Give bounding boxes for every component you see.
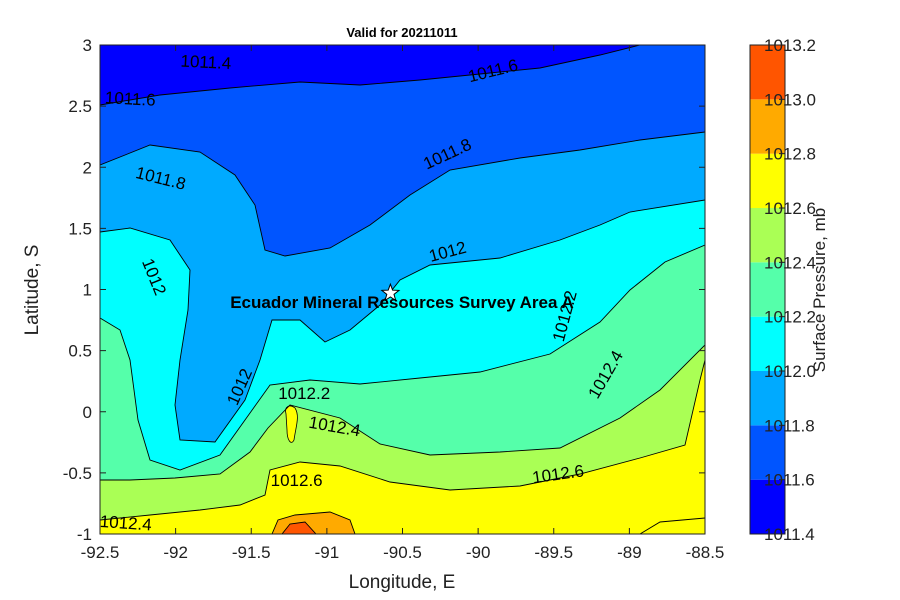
- y-tick-label: 1.5: [68, 219, 92, 238]
- colorbar-segment: [750, 425, 785, 480]
- colorbar-segment: [750, 316, 785, 371]
- colorbar-tick-label: 1012.0: [764, 362, 816, 381]
- colorbar-tick-label: 1012.2: [764, 308, 816, 327]
- colorbar-tick-label: 1011.6: [764, 471, 815, 490]
- y-tick-label: 0.5: [68, 342, 92, 361]
- x-tick-label: -90.5: [383, 543, 422, 562]
- colorbar-segment: [750, 208, 785, 263]
- x-tick-label: -89.5: [534, 543, 573, 562]
- y-tick-label: -1: [77, 525, 92, 544]
- y-tick-label: 0: [83, 403, 92, 422]
- x-axis: -92.5 -92 -91.5 -91 -90.5 -90 -89.5 -89 -88.5: [81, 45, 725, 562]
- x-tick-label: -91.5: [232, 543, 271, 562]
- colorbar-segment: [750, 45, 785, 100]
- contour-label: 1011.4: [180, 52, 232, 74]
- contour-label: 1012.2: [278, 384, 330, 403]
- colorbar-segment: [750, 479, 785, 534]
- x-tick-label: -92.5: [81, 543, 120, 562]
- contour-label: 1011.6: [104, 88, 156, 110]
- y-axis-label: Latitude, S: [22, 245, 43, 336]
- contour-label: 1012.6: [271, 471, 323, 490]
- contour-lines: [100, 45, 705, 534]
- colorbar-label: Surface Pressure, mb: [810, 208, 829, 372]
- colorbar-tick-label: 1013.2: [764, 36, 816, 55]
- colorbar-tick-label: 1012.6: [764, 199, 816, 218]
- x-tick-label: -90: [466, 543, 491, 562]
- y-tick-label: 2: [83, 158, 92, 177]
- colorbar-segment: [750, 99, 785, 154]
- x-axis-label: Longitude, E: [349, 572, 456, 593]
- contour-label: 1012.4: [99, 512, 152, 535]
- colorbar-segment: [750, 371, 785, 426]
- contour-band-1011.6: [100, 45, 705, 256]
- y-tick-label: 3: [83, 36, 92, 55]
- contour-band-1011.4: [100, 45, 640, 105]
- colorbar-segment: [750, 262, 785, 317]
- colorbar-segment: [750, 153, 785, 208]
- y-tick-label: 2.5: [68, 97, 92, 116]
- annotation: Ecuador Mineral Resources Survey Area A: [230, 282, 574, 312]
- annotation-text: Ecuador Mineral Resources Survey Area A: [230, 293, 574, 312]
- x-tick-label: -91: [315, 543, 340, 562]
- contour-fill: 1011.4 1011.61011.61011.81011.81012101210…: [44, 45, 705, 535]
- chart-title: Valid for 20211011: [346, 25, 457, 40]
- colorbar-tick-label: 1011.4: [764, 525, 815, 544]
- colorbar-tick-label: 1013.0: [764, 90, 816, 109]
- x-tick-label: -89: [617, 543, 642, 562]
- colorbar-tick-label: 1012.4: [764, 253, 816, 272]
- y-axis: 3 2.5 2 1.5 1 0.5 0 -0.5 -1: [63, 36, 705, 544]
- colorbar-tick-label: 1012.8: [764, 145, 816, 164]
- contour-label: 1012.2: [44, 386, 63, 438]
- colorbar-frame: [749, 44, 786, 535]
- colorbar: 1013.2 1013.0 1012.8 1012.6 1012.4 1012.2 1012…: [749, 36, 816, 544]
- star-icon: [380, 282, 401, 302]
- y-tick-label: 1: [83, 281, 92, 300]
- colorbar-tick-label: 1011.8: [764, 416, 815, 435]
- x-tick-label: -88.5: [686, 543, 725, 562]
- y-tick-label: -0.5: [63, 464, 92, 483]
- x-tick-label: -92: [163, 543, 188, 562]
